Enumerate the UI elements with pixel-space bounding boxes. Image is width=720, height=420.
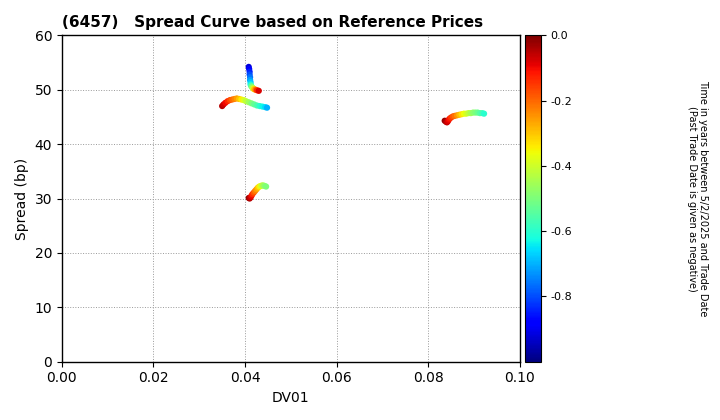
Point [449,113,461,119]
Point [245,194,256,201]
Point [235,96,247,103]
Point [240,98,252,105]
Point [246,100,257,107]
Point [224,97,235,103]
Point [256,182,268,189]
Point [217,103,228,110]
Point [248,189,259,196]
Point [244,195,256,202]
Point [253,183,265,190]
Point [252,184,264,191]
Point [478,110,490,117]
Point [251,102,263,109]
Point [439,117,451,124]
Point [472,109,483,116]
Point [261,183,272,190]
Point [454,111,465,118]
Point [254,103,266,110]
Point [246,192,257,199]
Point [244,76,256,83]
Point [247,191,258,197]
Point [477,110,488,116]
Point [255,183,266,189]
Point [217,101,229,108]
Point [249,188,261,194]
Point [238,97,249,103]
Point [257,103,269,110]
Point [469,109,481,116]
Point [458,110,469,117]
Point [248,85,259,92]
Y-axis label: Time in years between 5/2/2025 and Trade Date
(Past Trade Date is given as negat: Time in years between 5/2/2025 and Trade… [687,80,708,317]
Point [244,68,256,75]
Point [259,183,271,189]
Point [243,63,254,70]
Point [251,87,263,94]
Point [465,110,477,116]
Point [220,100,231,106]
Point [227,96,238,103]
Point [248,101,260,108]
Point [446,114,457,121]
Point [231,95,243,102]
Point [246,83,257,90]
Point [251,186,262,193]
Text: (6457)   Spread Curve based on Reference Prices: (6457) Spread Curve based on Reference P… [62,15,483,30]
Point [451,112,463,119]
Point [474,110,486,116]
X-axis label: DV01: DV01 [272,391,310,405]
Point [222,98,233,105]
Point [247,84,258,91]
Point [245,81,256,88]
Point [467,109,479,116]
Point [246,82,257,89]
Point [245,79,256,86]
Point [244,71,256,78]
Point [253,87,264,94]
Point [258,182,269,189]
Point [442,118,454,125]
Point [443,116,454,123]
Point [244,74,256,81]
Point [463,110,474,116]
Point [243,99,254,105]
Point [259,104,271,110]
Point [441,119,453,126]
Point [461,110,472,117]
Point [444,115,456,122]
Point [261,104,273,111]
Point [233,96,245,102]
Point [243,66,255,72]
Point [250,87,261,93]
Point [456,111,467,118]
Y-axis label: Spread (bp): Spread (bp) [15,158,29,239]
Point [447,113,459,120]
Point [229,96,240,102]
Point [248,86,260,92]
Point [441,118,452,125]
Point [243,194,254,201]
